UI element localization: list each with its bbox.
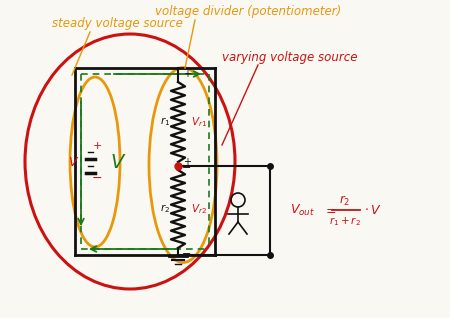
Text: voltage divider (potentiometer): voltage divider (potentiometer) [155,5,341,18]
Text: −: − [92,171,102,184]
Text: +: + [183,69,191,79]
Text: V: V [110,153,124,171]
Text: varying voltage source: varying voltage source [222,52,357,65]
Text: +: + [183,157,191,167]
Text: steady voltage source: steady voltage source [52,17,183,30]
Text: $\cdot\, V$: $\cdot\, V$ [364,204,381,217]
Text: −: − [182,163,192,173]
Text: $r_1 + r_2$: $r_1 + r_2$ [329,216,361,228]
Text: $r_1$: $r_1$ [160,116,170,128]
Text: $V_{r1}$: $V_{r1}$ [191,115,207,129]
Text: $V_{r2}$: $V_{r2}$ [191,202,207,216]
Text: $r_2$: $r_2$ [339,194,351,208]
Text: $V_{out}$: $V_{out}$ [290,203,315,218]
Text: V: V [68,156,76,169]
Text: −: − [182,249,192,259]
Text: $=$: $=$ [323,204,337,217]
Text: +: + [92,141,102,151]
Text: $r_2$: $r_2$ [160,203,170,215]
